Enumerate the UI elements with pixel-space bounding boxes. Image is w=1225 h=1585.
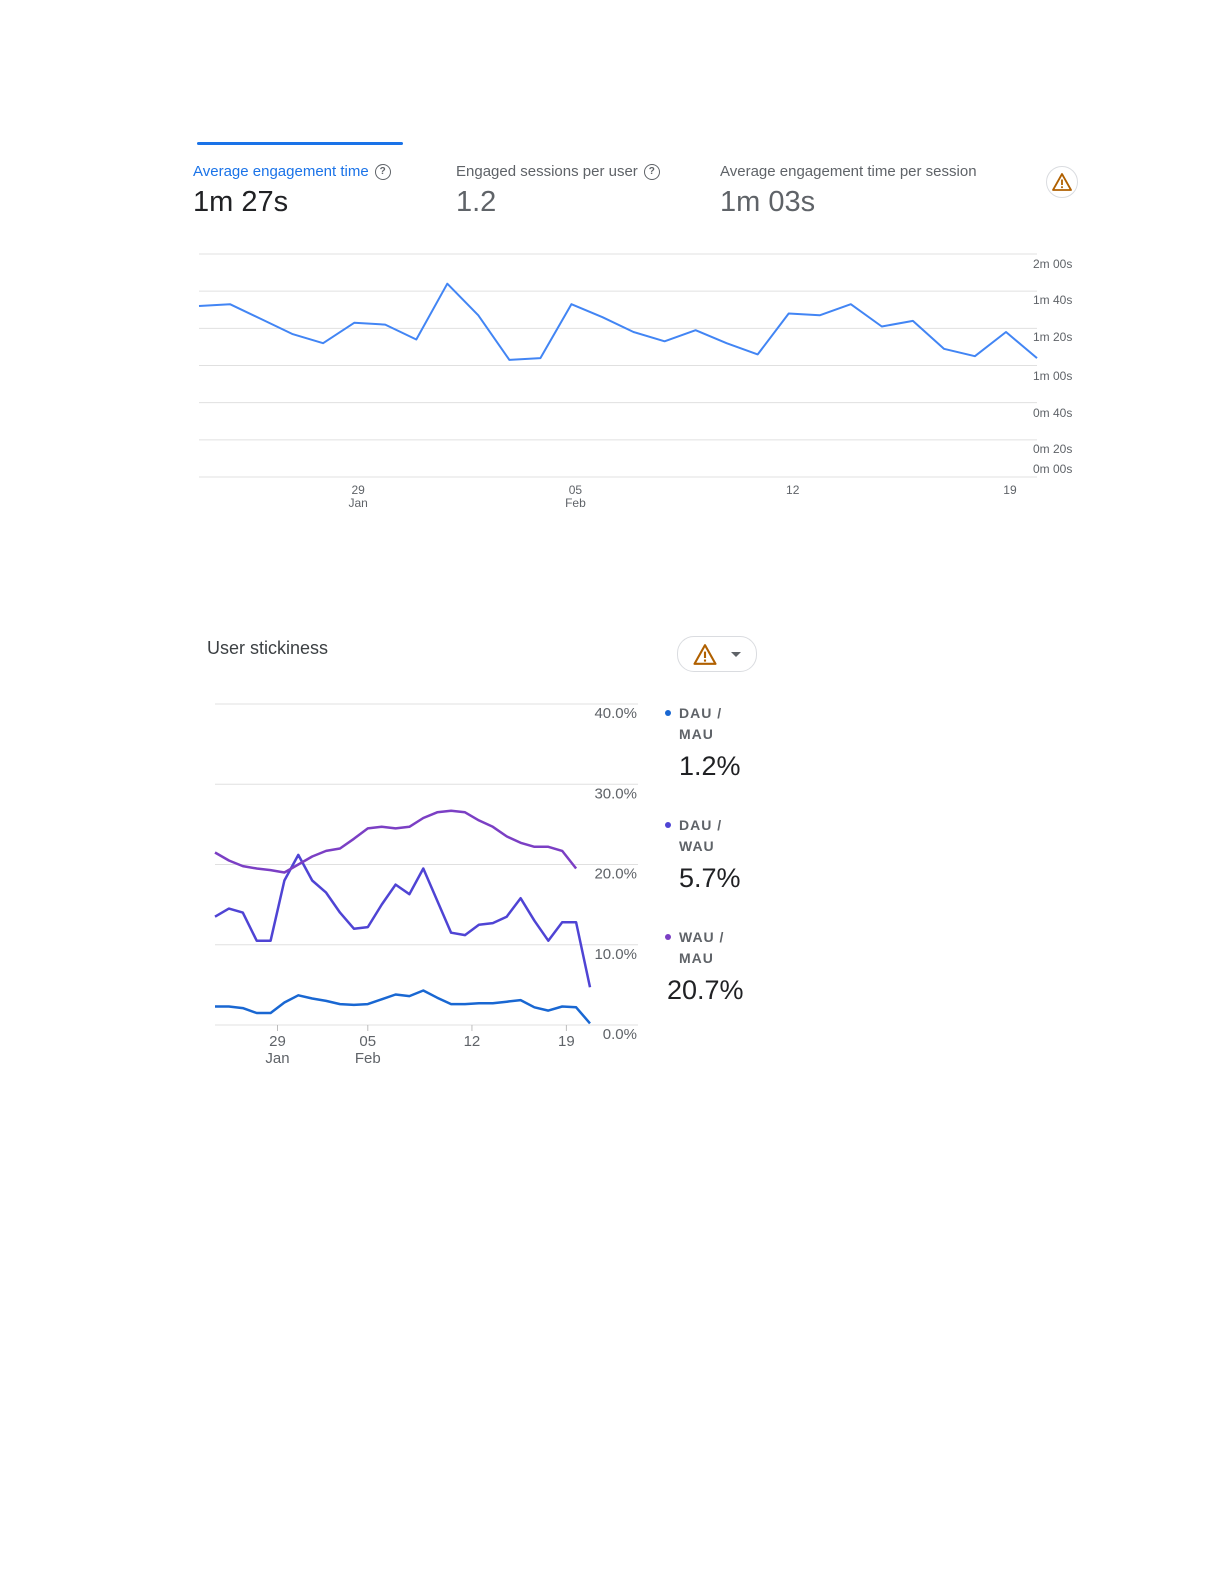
x-tick-label: 12 [786, 483, 800, 497]
dau-wau-line [214, 853, 592, 988]
x-tick-month-label: Feb [565, 496, 586, 510]
x-tick-label: 12 [464, 1033, 481, 1050]
metric-tab-avg-engagement-time[interactable]: Average engagement time ? 1m 27s [193, 163, 391, 219]
y-tick-label: 0m 40s [1033, 406, 1072, 420]
metric-label-text: Average engagement time [193, 163, 369, 180]
chevron-down-icon [731, 651, 741, 657]
x-tick-month-label: Jan [349, 496, 368, 510]
help-circle-icon[interactable]: ? [643, 163, 660, 180]
y-tick-label: 2m 00s [1033, 257, 1072, 271]
x-tick-label: 19 [1003, 483, 1017, 497]
y-tick-label: 20.0% [594, 866, 637, 883]
engagement-time-chart: 2m 00s 1m 40s 1m 20s 1m 00s 0m 40s 0m 20s 0m 0… [198, 253, 1072, 510]
legend-item-dau-mau[interactable]: DAU / MAU 1.2% [665, 703, 775, 782]
x-tick-label: 05 [359, 1033, 376, 1050]
x-tick-month-label: Jan [265, 1050, 289, 1067]
metric-label: Engaged sessions per user ? [456, 163, 660, 180]
legend-item-dau-wau[interactable]: DAU / WAU 5.7% [665, 815, 775, 894]
y-tick-label: 30.0% [594, 785, 637, 802]
legend-dot-icon [665, 934, 671, 940]
metric-tab-engaged-sessions-per-user[interactable]: Engaged sessions per user ? 1.2 [456, 163, 660, 219]
legend-label: DAU / MAU [665, 703, 775, 745]
y-tick-label: 1m 40s [1033, 293, 1072, 307]
legend-value: 5.7% [679, 863, 741, 893]
y-tick-label: 0m 00s [1033, 462, 1072, 476]
metric-label: Average engagement time per session [720, 163, 977, 180]
legend-label: DAU / WAU [665, 815, 775, 857]
y-tick-label: 0m 20s [1033, 442, 1072, 456]
metric-value: 1.2 [456, 186, 497, 218]
active-tab-indicator [197, 142, 403, 145]
warning-dropdown-button[interactable] [677, 636, 757, 672]
x-tick-month-label: Feb [355, 1050, 381, 1067]
legend-dot-icon [665, 822, 671, 828]
metric-tab-avg-engagement-time-per-session[interactable]: Average engagement time per session 1m 0… [720, 163, 977, 219]
legend-name: DAU / MAU [679, 705, 723, 742]
help-circle-icon[interactable]: ? [374, 163, 391, 180]
legend-dot-icon [665, 710, 671, 716]
legend-value: 20.7% [667, 975, 744, 1005]
warning-triangle-icon [1052, 173, 1072, 191]
metric-label: Average engagement time ? [193, 163, 391, 180]
legend-label: WAU / MAU [665, 927, 775, 969]
legend-name: DAU / WAU [679, 817, 723, 854]
wau-mau-line [214, 809, 578, 874]
engagement-time-line [198, 282, 1038, 361]
warning-triangle-icon [693, 643, 717, 665]
warning-button[interactable] [1046, 166, 1078, 198]
x-tick-label: 05 [569, 483, 583, 497]
metric-label-text: Engaged sessions per user [456, 163, 638, 180]
legend-name: WAU / MAU [679, 929, 725, 966]
y-tick-label: 40.0% [594, 705, 637, 722]
x-tick-label: 29 [269, 1033, 286, 1050]
metric-value: 1m 27s [193, 186, 289, 218]
legend-item-wau-mau[interactable]: WAU / MAU 20.7% [665, 927, 775, 1006]
x-tick-label: 19 [558, 1033, 575, 1050]
y-tick-label: 10.0% [594, 946, 637, 963]
metric-value: 1m 03s [720, 186, 816, 218]
x-tick-label: 29 [352, 483, 366, 497]
dau-mau-line [215, 989, 591, 1025]
metric-label-text: Average engagement time per session [720, 163, 977, 180]
card-title: User stickiness [207, 638, 329, 658]
y-tick-label: 1m 20s [1033, 330, 1072, 344]
legend-value: 1.2% [679, 751, 741, 781]
y-tick-label: 0.0% [603, 1026, 637, 1043]
y-tick-label: 1m 00s [1033, 369, 1072, 383]
